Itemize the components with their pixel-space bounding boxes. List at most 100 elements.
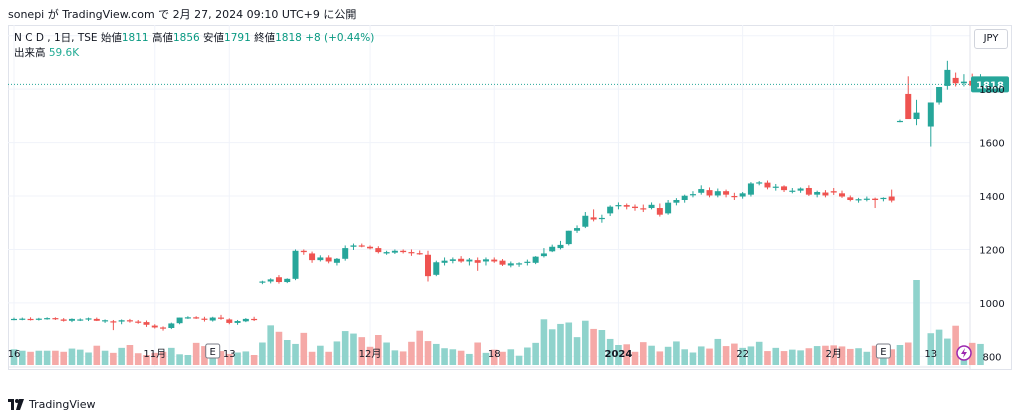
candle-body — [913, 112, 920, 120]
candle-body — [847, 197, 854, 201]
candle-body — [665, 202, 672, 214]
volume-bar — [375, 335, 382, 365]
candle-body — [839, 193, 845, 197]
volume-bar — [968, 342, 976, 365]
candle-body — [524, 261, 531, 263]
candle-body — [160, 327, 167, 329]
candle-body — [416, 253, 423, 255]
y-tick-label: 1400 — [979, 192, 1004, 203]
candle-body — [126, 320, 133, 322]
candle-body — [27, 318, 34, 321]
x-tick-label: 16 — [8, 349, 20, 360]
tradingview-logo-icon — [8, 399, 24, 410]
candle-body — [805, 187, 812, 195]
volume-bar — [234, 352, 241, 365]
candle-body — [449, 259, 456, 261]
volume-bar — [159, 351, 167, 365]
volume-bar — [408, 341, 415, 365]
volume-bar — [548, 329, 556, 365]
volume-bar — [341, 331, 349, 365]
volume-bar — [913, 280, 920, 365]
volume-bar — [598, 330, 606, 365]
candle-body — [383, 252, 390, 254]
candle-body — [532, 256, 539, 263]
volume-bar — [93, 345, 101, 365]
symbol-label[interactable]: N C D , 1日, TSE — [14, 32, 98, 44]
volume-bar — [639, 342, 647, 365]
earnings-marker-label: E — [880, 347, 886, 358]
earnings-marker-box — [205, 343, 221, 359]
volume-bar — [416, 330, 424, 365]
volume-bar — [904, 342, 912, 365]
candle-body — [927, 102, 934, 127]
volume-bar — [449, 349, 457, 365]
candle-body — [242, 318, 249, 322]
earnings-marker-box — [875, 343, 891, 359]
volume-bar — [631, 351, 639, 365]
candle-body — [797, 188, 804, 191]
candle-body — [226, 319, 233, 323]
volume-bar — [242, 351, 250, 365]
volume-bar — [283, 340, 291, 365]
x-tick-label: 2024 — [605, 349, 633, 360]
candle-body — [400, 250, 407, 253]
volume-bar — [706, 348, 713, 365]
candle-body — [582, 215, 589, 227]
volume-bar — [935, 329, 943, 365]
candle-body — [781, 186, 788, 191]
volume-bar — [747, 346, 755, 365]
volume-bar — [952, 325, 959, 365]
candle-body — [756, 182, 763, 184]
volume-bar — [85, 352, 92, 365]
volume-bar — [830, 345, 838, 365]
candlestick-chart[interactable]: 18188001000120014001600180020001611月1312… — [8, 25, 1012, 370]
volume-bar — [52, 350, 59, 365]
volume-bar — [722, 346, 730, 365]
last-price-badge — [971, 76, 1009, 93]
candle-body — [714, 191, 721, 196]
candle-body — [772, 186, 779, 188]
y-tick-label: 1600 — [979, 139, 1004, 150]
volume-value: 59.6K — [48, 47, 80, 59]
volume-bar — [151, 352, 159, 365]
candle-body — [458, 258, 465, 262]
x-tick-label: 2月 — [826, 348, 842, 360]
volume-bar — [110, 352, 117, 365]
low-label: 安値 — [203, 32, 225, 44]
candle-body — [689, 194, 696, 196]
candle-body — [300, 250, 307, 253]
volume-bar — [648, 345, 655, 365]
last-price-label: 1818 — [976, 80, 1004, 91]
candle-body — [673, 200, 680, 203]
volume-bar — [482, 352, 490, 365]
volume-bar — [10, 349, 18, 365]
candle-body — [607, 206, 614, 214]
candle-body — [590, 217, 597, 220]
candle-body — [706, 190, 713, 196]
candle-body — [598, 217, 605, 220]
candle-body — [632, 206, 638, 209]
volume-bar — [805, 348, 813, 365]
volume-bar — [383, 342, 390, 365]
volume-bar — [76, 349, 84, 365]
volume-bar — [308, 351, 316, 365]
volume-bar — [656, 351, 664, 365]
volume-bar — [275, 331, 283, 365]
candle-body — [747, 183, 754, 195]
volume-bar — [457, 350, 465, 365]
volume-bar — [192, 342, 200, 365]
volume-bar — [168, 347, 175, 365]
currency-button[interactable]: JPY — [974, 29, 1008, 49]
volume-bar — [731, 343, 738, 365]
candle-body — [855, 199, 862, 201]
candle-body — [433, 262, 440, 275]
x-tick-label: 13 — [924, 349, 937, 360]
volume-bar — [681, 349, 688, 365]
volume-bar — [499, 351, 506, 365]
candle-body — [565, 230, 572, 245]
candle-body — [193, 317, 200, 319]
footer-brand[interactable]: TradingView — [8, 398, 95, 411]
candle-body — [44, 318, 51, 320]
candle-body — [309, 253, 316, 261]
candle-body — [723, 191, 730, 195]
